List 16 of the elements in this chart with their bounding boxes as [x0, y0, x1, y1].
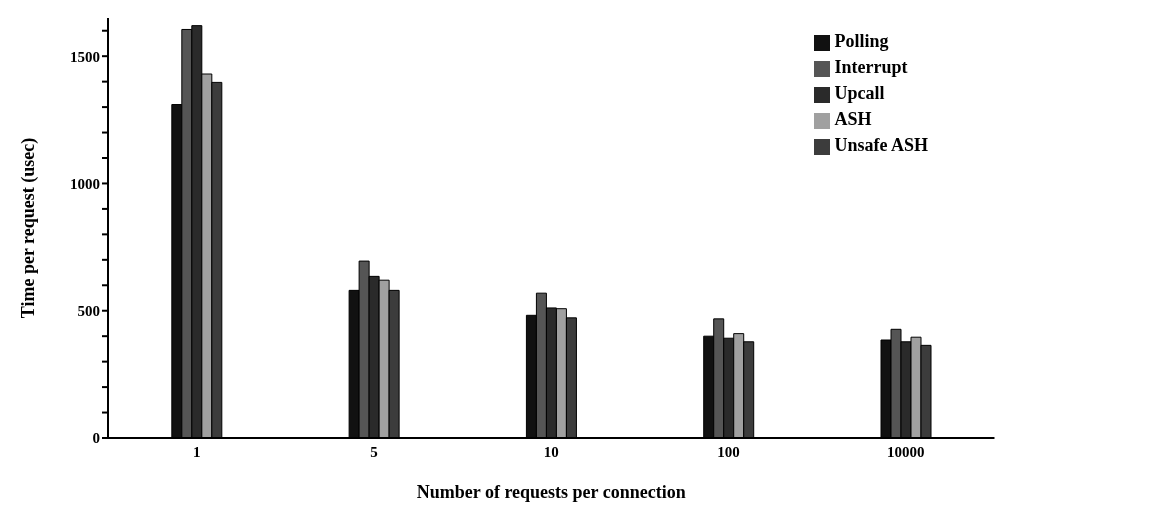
x-tick-label: 100 — [717, 443, 740, 460]
legend-label: Polling — [834, 31, 889, 51]
y-tick-label: 1500 — [70, 48, 100, 65]
legend-label: Interrupt — [834, 57, 908, 77]
x-tick-label: 5 — [370, 443, 378, 460]
x-tick-label: 1 — [192, 443, 201, 460]
legend-label: ASH — [834, 109, 872, 129]
x-axis-title: Number of requests per connection — [416, 482, 686, 502]
y-axis-title: Time per request (usec) — [18, 137, 40, 319]
x-tick-label: 10000 — [887, 443, 925, 460]
y-tick-label: 0 — [92, 430, 100, 447]
legend-label: Upcall — [834, 83, 885, 103]
y-tick-label: 1000 — [70, 175, 100, 192]
legend-label: Unsafe ASH — [834, 135, 928, 155]
x-tick-label: 10 — [543, 443, 559, 460]
y-tick-label: 500 — [77, 303, 100, 320]
